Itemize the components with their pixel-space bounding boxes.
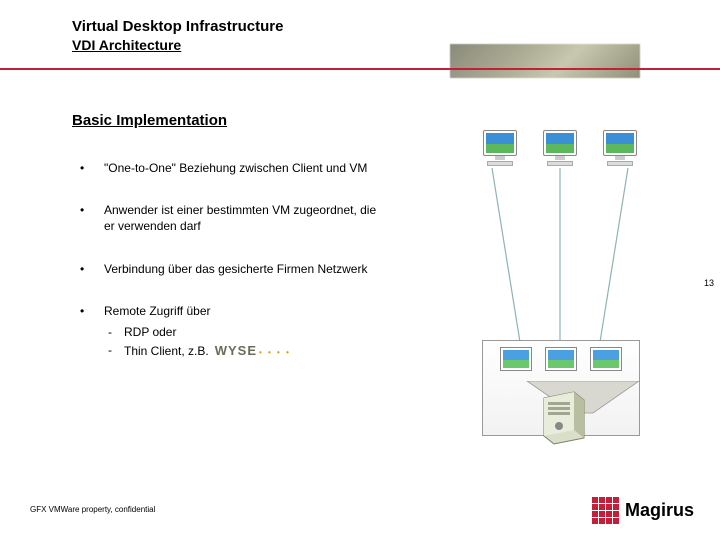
section-heading: Basic Implementation <box>72 112 227 129</box>
client-pc-icon <box>478 130 522 166</box>
client-pc-icon <box>538 130 582 166</box>
header-banner-image <box>450 44 640 78</box>
bullet-text: Remote Zugriff über <box>104 304 211 318</box>
sub-text: RDP oder <box>124 323 380 341</box>
page-number: 13 <box>704 278 714 288</box>
magirus-logo-text: Magirus <box>625 500 694 521</box>
magirus-grid-icon <box>592 497 619 524</box>
sub-list-item: - RDP oder <box>104 323 380 341</box>
client-pc-icon <box>598 130 642 166</box>
list-item: • "One-to-One" Beziehung zwischen Client… <box>80 160 380 176</box>
vm-icon <box>590 347 622 371</box>
bullet-text: Anwender ist einer bestimmten VM zugeord… <box>104 202 380 234</box>
wyse-logo: WYSE• • • • <box>215 341 291 361</box>
graphics-credit: GFX VMWare property, confidential <box>30 505 155 514</box>
list-item: • Anwender ist einer bestimmten VM zugeo… <box>80 202 380 234</box>
header-divider <box>0 68 720 70</box>
sub-list-item: - Thin Client, z.B. WYSE• • • • <box>104 341 380 361</box>
magirus-logo: Magirus <box>592 497 694 524</box>
sub-text: Thin Client, z.B. <box>124 342 209 360</box>
server-tower-icon <box>536 388 586 446</box>
connection-lines <box>460 168 660 348</box>
vm-icon <box>500 347 532 371</box>
list-item: • Verbindung über das gesicherte Firmen … <box>80 261 380 277</box>
architecture-diagram <box>460 130 660 450</box>
client-row <box>470 130 650 166</box>
list-item: • Remote Zugriff über - RDP oder - Thin … <box>80 303 380 361</box>
bullet-list: • "One-to-One" Beziehung zwischen Client… <box>80 160 380 386</box>
bullet-text: "One-to-One" Beziehung zwischen Client u… <box>104 160 380 176</box>
bullet-text: Verbindung über das gesicherte Firmen Ne… <box>104 261 380 277</box>
page-title: Virtual Desktop Infrastructure <box>72 18 720 35</box>
vm-icon <box>545 347 577 371</box>
